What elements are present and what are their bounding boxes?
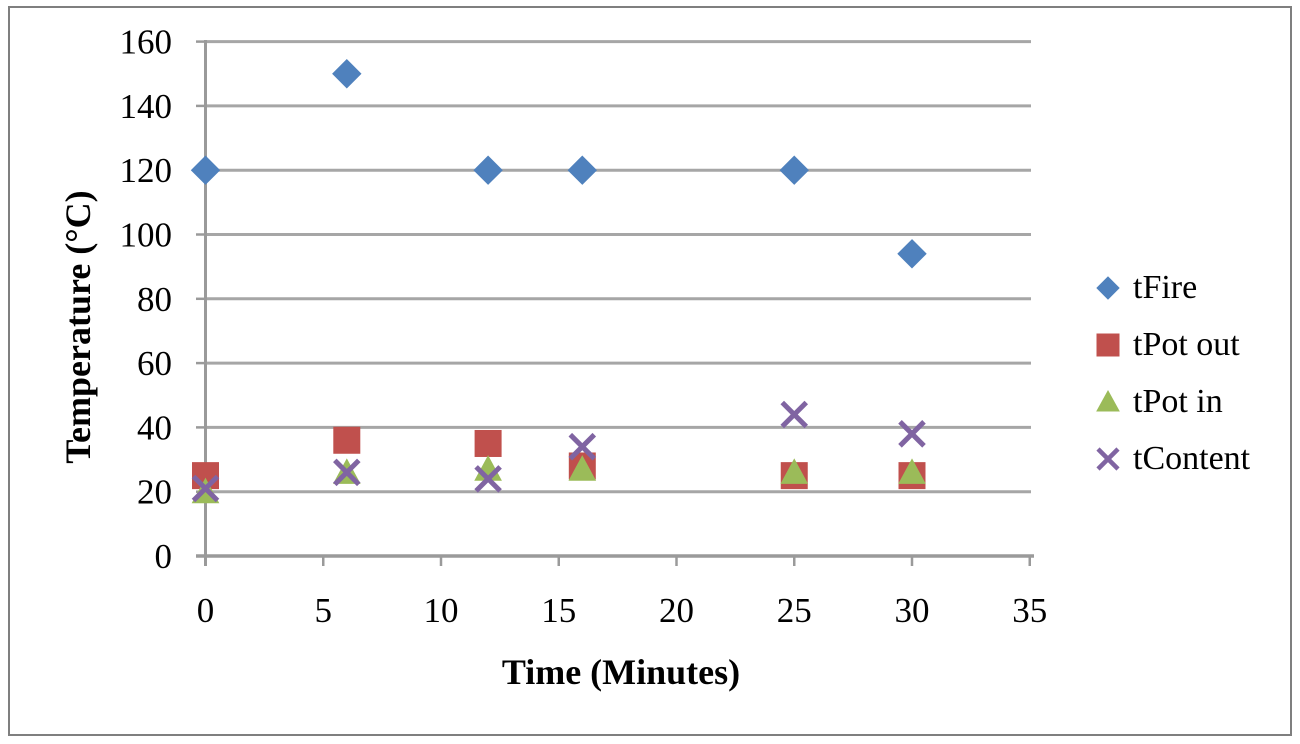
- data-point: [898, 420, 926, 448]
- x-tick-label: 35: [1012, 591, 1047, 630]
- legend-label-tpot-in: tPot in: [1133, 382, 1223, 420]
- y-tick-label: 0: [155, 537, 173, 576]
- data-point: [568, 432, 597, 461]
- x-tick-label: 10: [424, 591, 459, 630]
- legend-marker-shape: [1096, 446, 1120, 471]
- data-point: [780, 458, 809, 484]
- data-point: [898, 458, 926, 484]
- data-point: [568, 455, 597, 481]
- x-tick-label: 5: [315, 591, 333, 630]
- y-tick-label: 20: [137, 473, 172, 512]
- legend-marker-shape: [1096, 275, 1120, 300]
- y-tick-label: 140: [120, 87, 173, 126]
- legend-item-tcontent: tContent: [1095, 430, 1250, 487]
- data-point: [474, 429, 502, 457]
- x-tick-label: 20: [659, 591, 694, 630]
- data-point: [779, 155, 809, 185]
- legend-item-tpot-in: tPot in: [1095, 373, 1250, 430]
- y-tick-label: 80: [137, 280, 172, 319]
- y-tick-label: 160: [120, 23, 173, 62]
- legend-item-tfire: tFire: [1095, 259, 1250, 316]
- x-tick-label: 25: [777, 591, 812, 630]
- data-point: [333, 426, 361, 454]
- data-point: [190, 155, 221, 185]
- data-point: [332, 59, 362, 89]
- data-point: [473, 155, 503, 185]
- data-point: [780, 400, 809, 429]
- data-point: [567, 155, 598, 185]
- legend-marker-shape: [1096, 389, 1120, 411]
- legend-square-icon: [1096, 333, 1120, 356]
- data-point: [333, 458, 361, 487]
- legend-label-tpot-out: tPot out: [1133, 325, 1240, 363]
- legend-marker-shape: [1096, 333, 1120, 356]
- data-point: [191, 474, 220, 503]
- legend-x-icon: [1096, 446, 1120, 471]
- x-tick-label: 0: [197, 591, 215, 630]
- data-point: [897, 239, 927, 269]
- legend-triangle-icon: [1096, 389, 1120, 411]
- x-tick-label: 30: [895, 591, 930, 630]
- legend-diamond-icon: [1096, 275, 1120, 300]
- x-tick-label: 15: [541, 591, 576, 630]
- y-tick-label: 120: [120, 151, 173, 190]
- legend-label-tfire: tFire: [1133, 268, 1198, 306]
- x-axis-title: Time (Minutes): [501, 652, 741, 692]
- y-tick-label: 60: [137, 344, 172, 383]
- legend: tFire tPot out tPot in tContent: [1095, 259, 1250, 487]
- y-tick-label: 100: [120, 216, 173, 255]
- y-axis-title: Temperature (°C): [58, 190, 98, 464]
- y-tick-label: 40: [137, 408, 172, 447]
- legend-item-tpot-out: tPot out: [1095, 316, 1250, 373]
- data-point: [474, 465, 502, 493]
- legend-label-tcontent: tContent: [1133, 439, 1251, 477]
